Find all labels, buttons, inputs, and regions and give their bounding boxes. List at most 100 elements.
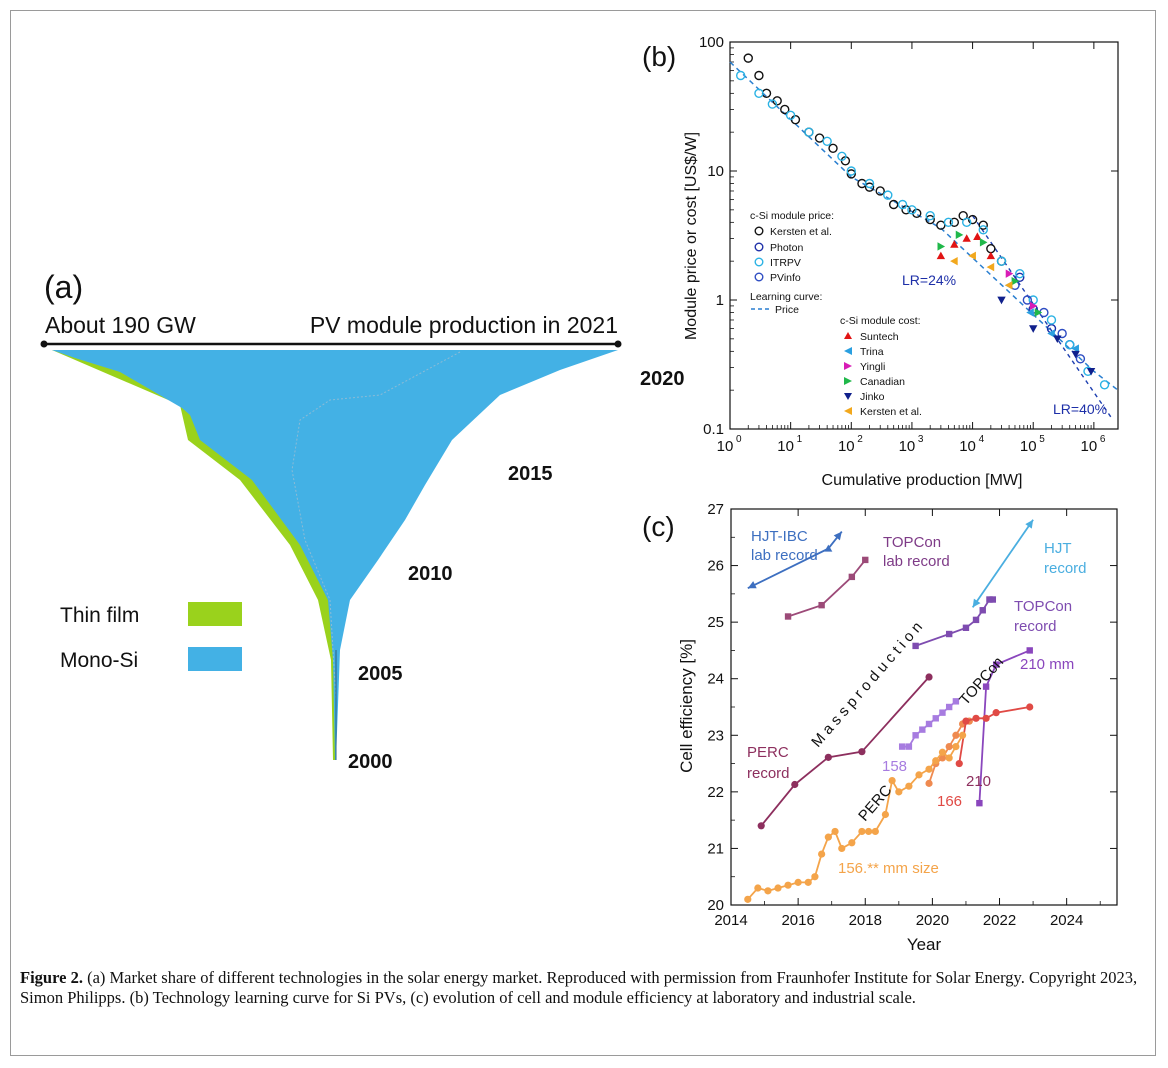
data-point-price-circle	[978, 225, 988, 235]
year-label-2000: 2000	[348, 751, 393, 773]
efficiency-point-circle	[952, 731, 960, 739]
efficiency-point-circle	[811, 873, 819, 881]
label-perc-mass: PERC	[855, 782, 895, 825]
efficiency-point-square	[979, 607, 986, 614]
efficiency-point-circle	[905, 782, 913, 790]
efficiency-point-circle	[1026, 703, 1034, 711]
legend-suntech: Suntech	[860, 331, 899, 343]
b-x-tick-exponent: 0	[736, 434, 742, 445]
label-166: 166	[937, 793, 962, 810]
c-x-tick-label: 2024	[1050, 912, 1083, 929]
efficiency-point-circle	[757, 822, 765, 830]
data-point-price-circle	[1099, 380, 1110, 390]
efficiency-point-square	[912, 732, 919, 739]
efficiency-point-square	[818, 601, 825, 609]
data-point-price-circle	[785, 110, 796, 121]
data-point-cost-triangle	[968, 251, 976, 261]
efficiency-point-square	[992, 661, 1000, 668]
data-point-cost-triangle	[1029, 301, 1038, 311]
data-point-price-circle	[857, 178, 867, 189]
data-point-cost-triangle	[997, 296, 1006, 305]
year-label-2020: 2020	[640, 368, 685, 390]
b-x-tick-label: 10	[959, 438, 976, 455]
efficiency-point-circle	[865, 827, 873, 836]
legend-mono-si-swatch	[188, 647, 242, 671]
c-y-tick-label: 24	[707, 671, 724, 688]
efficiency-point-square	[932, 715, 939, 722]
legend-yingli-marker	[844, 362, 852, 370]
c-y-tick-label: 21	[707, 840, 724, 857]
efficiency-point-square	[898, 743, 906, 750]
legend-photon: Photon	[770, 242, 803, 254]
data-point-cost-triangle	[950, 240, 959, 248]
data-point-cost-triangle	[1047, 329, 1055, 338]
c-y-tick-label: 27	[707, 501, 724, 518]
data-point-price-circle	[846, 166, 856, 176]
data-point-cost-triangle	[1005, 269, 1014, 278]
label-topcon-record-2: record	[1014, 618, 1057, 635]
data-point-cost-triangle	[986, 251, 996, 260]
data-point-cost-triangle	[1011, 276, 1020, 286]
data-point-price-circle	[754, 88, 764, 99]
efficiency-point-square	[862, 556, 869, 564]
legend-canadian: Canadian	[860, 376, 905, 388]
efficiency-arrowhead	[747, 581, 757, 589]
efficiency-point-circle	[945, 754, 953, 762]
data-point-price-circle	[864, 178, 875, 189]
label-hjt-record-2: record	[1044, 560, 1087, 577]
data-point-price-circle	[949, 217, 960, 228]
data-point-price-circle	[1046, 315, 1057, 325]
panel-b-learning-curves	[729, 61, 1119, 420]
efficiency-point-square	[784, 613, 792, 620]
efficiency-point-circle	[831, 827, 839, 836]
label-210mm: 210 mm	[1020, 656, 1074, 673]
efficiency-point-square	[986, 596, 993, 603]
data-point-price-circle	[828, 143, 838, 153]
efficiency-point-circle	[992, 709, 1000, 717]
data-point-cost-triangle	[1086, 367, 1096, 376]
efficiency-point-circle	[938, 748, 947, 756]
b-x-tick-label: 10	[1020, 438, 1037, 455]
efficiency-arrowhead	[972, 598, 981, 608]
data-point-price-circle	[1075, 354, 1086, 364]
efficiency-point-circle	[784, 881, 792, 889]
legend-kersten-cost: Kersten et al.	[860, 406, 922, 418]
efficiency-point-circle	[915, 771, 923, 779]
data-point-price-circle	[978, 220, 988, 230]
data-point-price-circle	[888, 199, 899, 210]
efficiency-point-square	[1026, 647, 1033, 654]
efficiency-point-square	[972, 616, 980, 624]
annotation-lr40: LR=40%	[1053, 401, 1107, 417]
panel-a-letter: (a)	[44, 269, 83, 305]
panel-b-data-points	[735, 53, 1110, 390]
data-point-price-circle	[767, 99, 778, 109]
data-point-cost-triangle	[1004, 281, 1013, 290]
panel-c-y-axis-label: Cell efficiency [%]	[677, 639, 696, 773]
efficiency-point-square	[952, 698, 960, 705]
c-y-tick-label: 25	[707, 614, 724, 631]
annotation-lr24: LR=24%	[902, 272, 956, 288]
year-label-2010: 2010	[408, 563, 453, 585]
label-topcon-lab-2: lab record	[883, 553, 950, 570]
efficiency-point-square	[945, 703, 953, 711]
header-rule-left-end	[40, 340, 48, 348]
efficiency-point-circle	[932, 757, 940, 765]
legend-itrpv: ITRPV	[770, 257, 801, 269]
b-y-tick-label: 1	[716, 292, 724, 309]
b-x-tick-label: 10	[1081, 438, 1098, 455]
efficiency-point-circle	[982, 714, 990, 722]
c-x-tick-label: 2016	[781, 912, 814, 929]
efficiency-series-line	[958, 706, 1030, 764]
data-point-cost-triangle	[1071, 350, 1080, 359]
efficiency-point-circle	[858, 748, 866, 756]
label-hjt-ibc: HJT-IBC	[751, 528, 808, 545]
data-point-price-circle	[925, 211, 935, 221]
efficiency-point-square	[912, 642, 919, 650]
c-y-tick-label: 20	[707, 897, 724, 914]
legend-pvinfo-marker	[754, 272, 764, 282]
learning-curve-lr40-line	[972, 215, 1113, 420]
panel-b-legend: c-Si module price: Kersten et al. Photon…	[750, 210, 922, 418]
legend-price-title: c-Si module price:	[750, 210, 834, 222]
c-x-tick-label: 2014	[714, 912, 747, 929]
